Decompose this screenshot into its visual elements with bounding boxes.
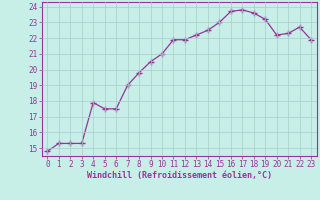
X-axis label: Windchill (Refroidissement éolien,°C): Windchill (Refroidissement éolien,°C) <box>87 171 272 180</box>
